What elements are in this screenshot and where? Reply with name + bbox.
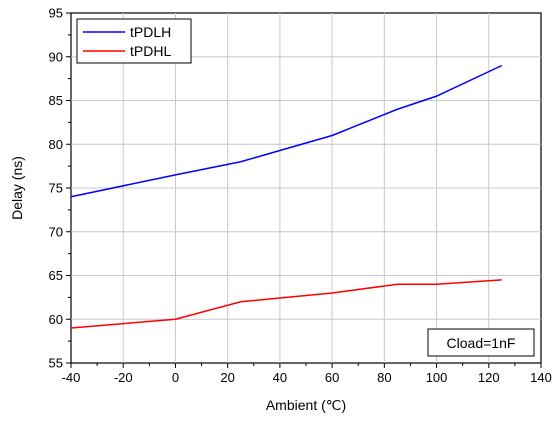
x-tick-label: -40 bbox=[62, 370, 81, 385]
legend: tPDLH tPDHL bbox=[76, 18, 192, 64]
series-line-tpdlh bbox=[70, 64, 503, 198]
series-line-tpdhl bbox=[70, 279, 502, 329]
axis-ticks: -40 -20 0 20 40 60 80 100 120 140 55 60 65 70 75 80 85 90… bbox=[49, 6, 552, 386]
y-tick-label: 65 bbox=[49, 268, 63, 283]
legend-box bbox=[76, 18, 192, 64]
x-axis-title: Ambient (℃) bbox=[266, 397, 346, 413]
y-tick-label: 55 bbox=[49, 356, 63, 371]
x-tick-label: 20 bbox=[220, 370, 234, 385]
y-tick-label: 60 bbox=[49, 312, 63, 327]
annotation-text: Cload=1nF bbox=[447, 335, 516, 351]
grid-lines bbox=[71, 13, 541, 363]
y-tick-label: 75 bbox=[49, 181, 63, 196]
y-tick-label: 95 bbox=[49, 6, 63, 21]
x-tick-label: 60 bbox=[325, 370, 339, 385]
x-tick-label: 40 bbox=[273, 370, 287, 385]
x-tick-label: 0 bbox=[172, 370, 179, 385]
legend-label-tpdhl: tPDHL bbox=[130, 43, 171, 59]
x-tick-label: -20 bbox=[114, 370, 133, 385]
y-axis-title: Delay (ns) bbox=[9, 156, 25, 220]
y-tick-label: 90 bbox=[49, 49, 63, 64]
x-tick-label: 100 bbox=[426, 370, 448, 385]
y-tick-label: 70 bbox=[49, 224, 63, 239]
annotation-cload: Cload=1nF bbox=[427, 328, 535, 357]
legend-label-tpdlh: tPDLH bbox=[130, 24, 171, 40]
annotation-box bbox=[427, 328, 535, 357]
x-tick-label: 120 bbox=[478, 370, 500, 385]
x-tick-label: 80 bbox=[377, 370, 391, 385]
y-tick-label: 80 bbox=[49, 137, 63, 152]
series-lines bbox=[70, 64, 503, 329]
x-tick-label: 140 bbox=[530, 370, 552, 385]
y-tick-label: 85 bbox=[49, 93, 63, 108]
